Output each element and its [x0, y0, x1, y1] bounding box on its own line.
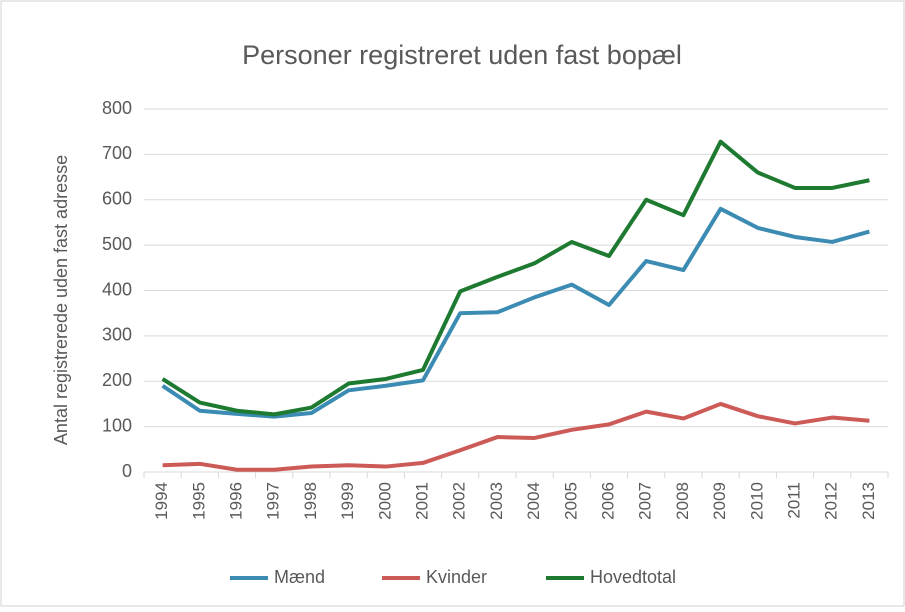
x-tick-label: 2010 — [747, 482, 766, 520]
y-tick-label: 500 — [102, 234, 132, 254]
x-tick-label: 2007 — [636, 482, 655, 520]
line-series — [161, 206, 870, 419]
x-tick-label: 2004 — [524, 482, 543, 520]
x-tick-label: 1996 — [226, 482, 245, 520]
legend-label: Mænd — [274, 567, 325, 587]
y-tick-label: 800 — [102, 98, 132, 118]
y-axis-label: Antal registrerede uden fast adresse — [51, 155, 71, 445]
legend-label: Kvinder — [426, 567, 487, 587]
x-tick-label: 1999 — [338, 482, 357, 520]
chart-title: Personer registreret uden fast bopæl — [242, 40, 682, 70]
x-tick-label: 2001 — [412, 482, 431, 520]
y-tick-label: 0 — [122, 461, 132, 481]
x-tick-label: 2011 — [784, 482, 803, 519]
line-series — [161, 139, 870, 417]
x-tick-label: 2008 — [673, 482, 692, 520]
legend-label: Hovedtotal — [590, 567, 676, 587]
y-tick-label: 600 — [102, 189, 132, 209]
x-tick-label: 1994 — [152, 482, 171, 520]
x-tick-label: 1997 — [264, 482, 283, 520]
x-tick-label: 2012 — [822, 482, 841, 520]
x-tick-label: 2006 — [598, 482, 617, 520]
x-tick-label: 2003 — [487, 482, 506, 520]
y-tick-label: 400 — [102, 279, 132, 299]
x-tick-label: 2013 — [859, 482, 878, 520]
x-tick-label: 2009 — [710, 482, 729, 520]
x-tick-label: 2005 — [561, 482, 580, 520]
y-tick-label: 100 — [102, 415, 132, 435]
y-tick-label: 700 — [102, 143, 132, 163]
line-series — [162, 401, 870, 472]
x-tick-label: 2002 — [450, 482, 469, 520]
x-tick-label: 2000 — [375, 482, 394, 520]
y-tick-label: 300 — [102, 325, 132, 345]
x-tick-label: 1998 — [301, 482, 320, 520]
x-tick-label: 1995 — [189, 482, 208, 520]
y-tick-label: 200 — [102, 370, 132, 390]
